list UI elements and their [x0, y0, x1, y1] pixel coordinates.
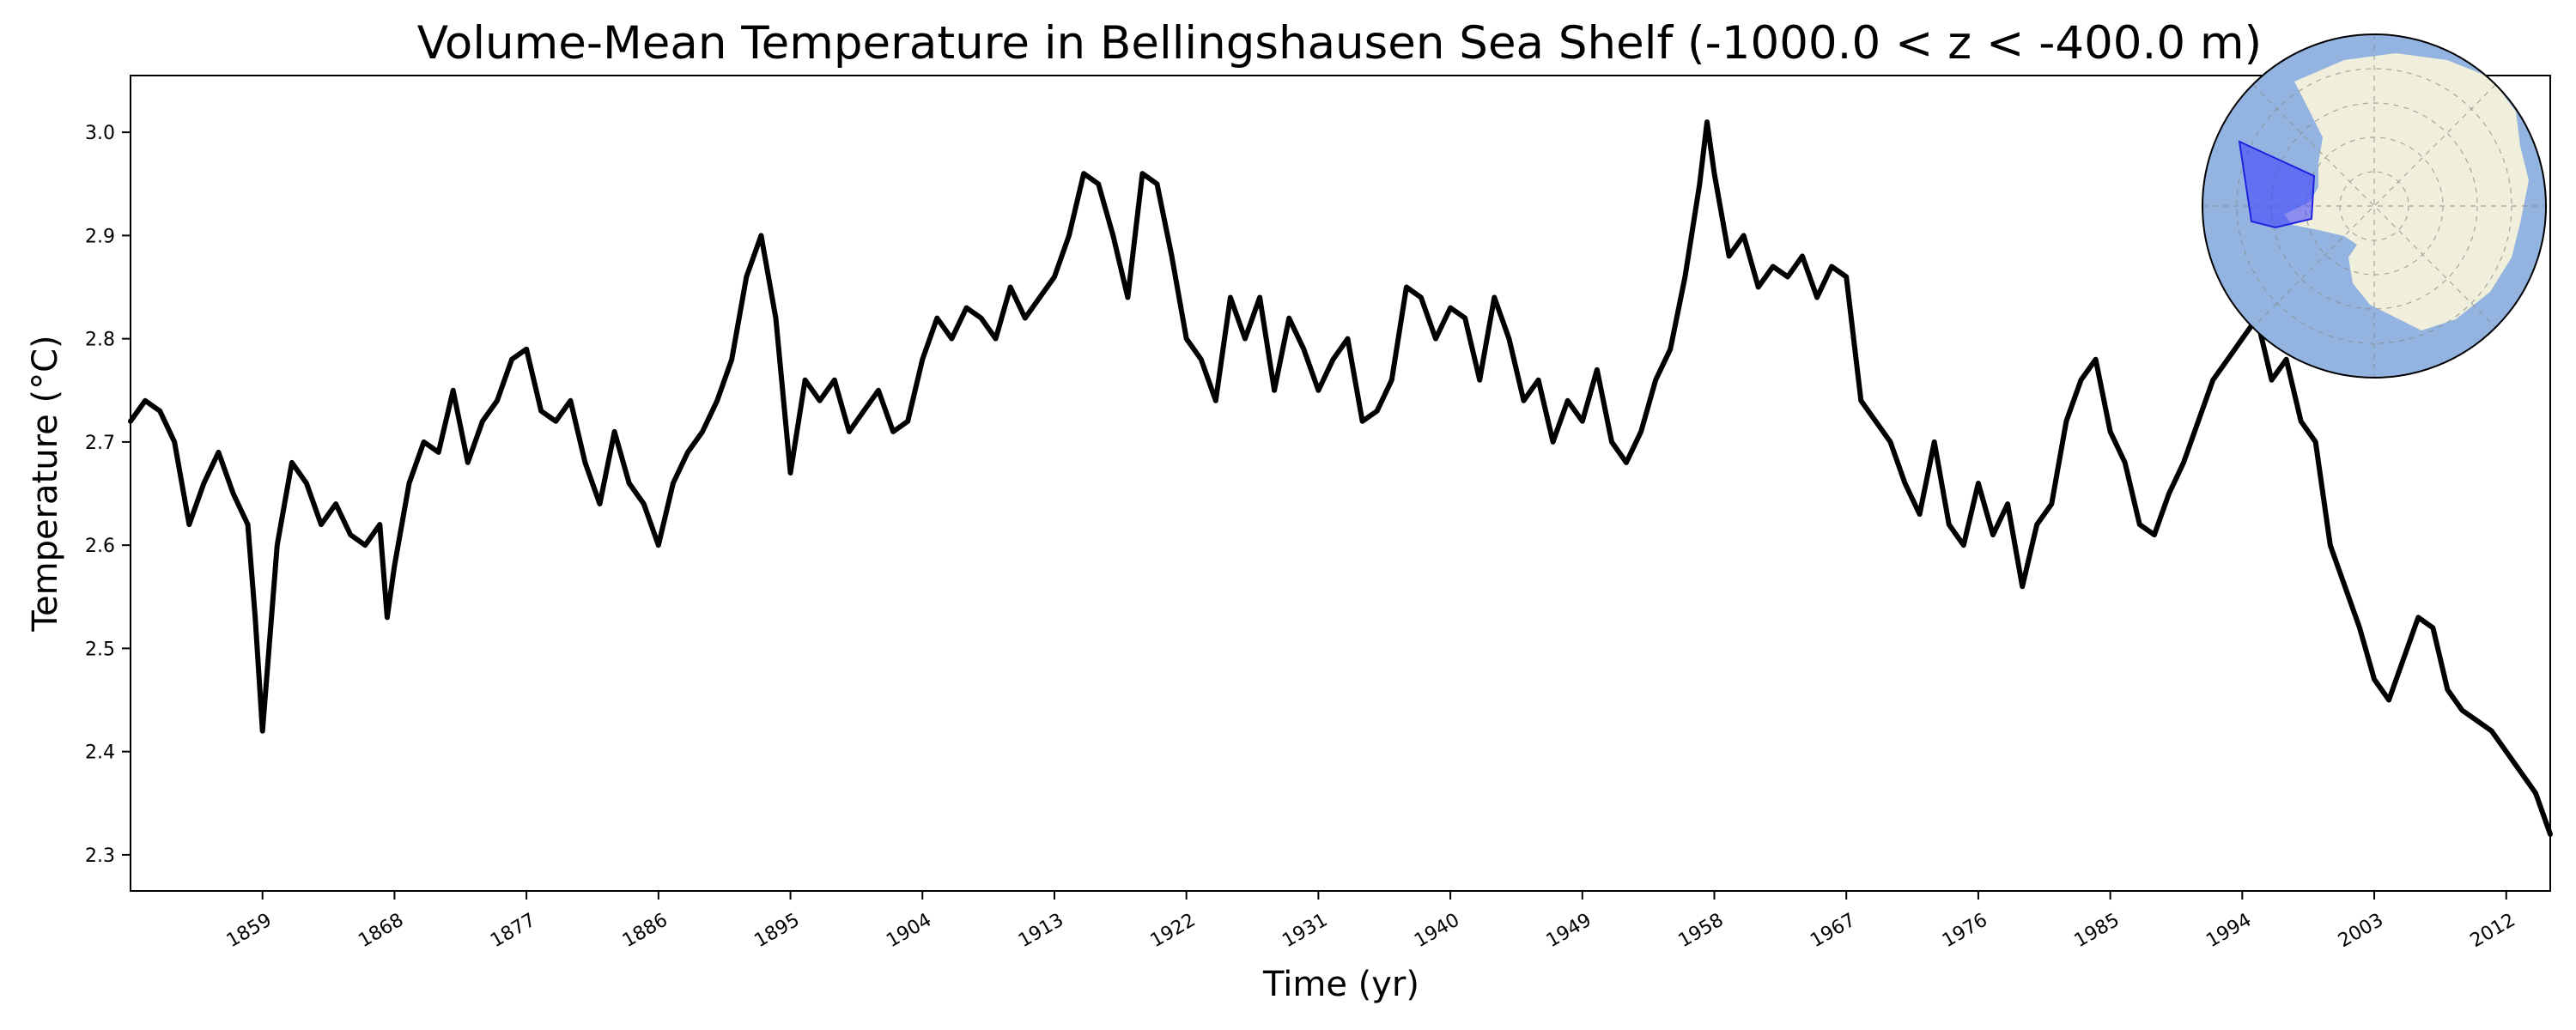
y-tick-label: 2.3: [85, 845, 115, 867]
y-tick-label: 3.0: [85, 123, 115, 144]
y-axis-label: Temperature (°C): [26, 335, 65, 632]
y-tick-label: 2.9: [85, 226, 115, 247]
y-axis-ticks: 2.3 2.4 2.5 2.6 2.7 2.8 2.9 3.0: [85, 123, 131, 867]
y-tick-label: 2.6: [85, 536, 115, 557]
y-tick-label: 2.5: [85, 639, 115, 660]
inset-antarctica-land: [2284, 53, 2529, 330]
inset-bellingshausen-region: [2238, 140, 2316, 229]
x-axis-label: Time (yr): [1262, 965, 1419, 1004]
inset-globe-outline: [2202, 33, 2547, 379]
chart-title: Volume-Mean Temperature in Bellingshause…: [417, 17, 2262, 70]
y-tick-label: 2.8: [85, 330, 115, 351]
plot-frame: [130, 75, 2551, 892]
y-tick-label: 2.4: [85, 742, 115, 764]
y-tick-label: 2.7: [85, 433, 115, 454]
antarctica-inset-map: [2202, 33, 2547, 379]
temperature-series-line: [128, 119, 2553, 837]
